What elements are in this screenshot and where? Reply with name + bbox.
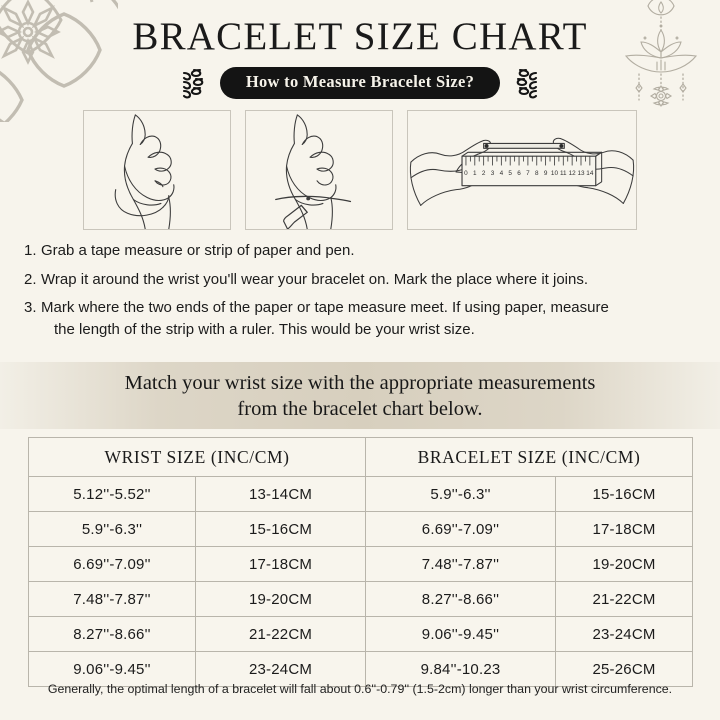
svg-text:8: 8 xyxy=(535,170,539,177)
step-item: 3. Mark where the two ends of the paper … xyxy=(24,297,700,340)
fist-hand-with-tape-illustration xyxy=(275,114,352,229)
bracelet-cm-cell: 17-18CM xyxy=(555,511,694,547)
table-row: 6.69''-7.09'' 17-18CM 7.48''-7.87'' 19-2… xyxy=(28,546,694,582)
bracelet-size-header: BRACELET SIZE (INC/CM) xyxy=(365,437,694,477)
table-row: 5.12''-5.52'' 13-14CM 5.9''-6.3'' 15-16C… xyxy=(28,476,694,512)
svg-text:5: 5 xyxy=(508,170,512,177)
svg-text:12: 12 xyxy=(569,170,577,177)
svg-text:14: 14 xyxy=(586,170,594,177)
table-row: 9.06''-9.45'' 23-24CM 9.84''-10.23 25-26… xyxy=(28,651,694,687)
wrist-cm-cell: 21-22CM xyxy=(194,616,367,652)
banner-line-1: Match your wrist size with the appropria… xyxy=(124,371,596,394)
size-table: WRIST SIZE (INC/CM) BRACELET SIZE (INC/C… xyxy=(27,437,694,687)
subtitle-row: How to Measure Bracelet Size? xyxy=(0,66,720,100)
svg-text:0: 0 xyxy=(464,170,468,177)
bracelet-inch-cell: 7.48''-7.87'' xyxy=(365,546,557,582)
bracelet-inch-cell: 6.69''-7.09'' xyxy=(365,511,557,547)
bracelet-cm-cell: 23-24CM xyxy=(555,616,694,652)
bracelet-inch-cell: 5.9''-6.3'' xyxy=(365,476,557,512)
step-item: 1. Grab a tape measure or strip of paper… xyxy=(24,240,700,262)
step-text-line2: the length of the strip with a ruler. Th… xyxy=(54,320,475,338)
subtitle-pill: How to Measure Bracelet Size? xyxy=(219,67,501,99)
wrist-inch-cell: 7.48''-7.87'' xyxy=(28,581,196,617)
table-row: 7.48''-7.87'' 19-20CM 8.27''-8.66'' 21-2… xyxy=(28,581,694,617)
illustration-box-1 xyxy=(83,110,231,230)
step-number: 2. xyxy=(24,270,37,288)
footnote-text: Generally, the optimal length of a brace… xyxy=(47,682,673,696)
step-number: 3. xyxy=(24,299,37,316)
fist-hand-illustration xyxy=(114,114,175,229)
bracelet-cm-cell: 21-22CM xyxy=(555,581,694,617)
wrist-cm-cell: 19-20CM xyxy=(194,581,367,617)
step-text: Mark where the two ends of the paper or … xyxy=(41,299,609,316)
wrist-cm-cell: 23-24CM xyxy=(194,651,367,687)
banner-line-2: from the bracelet chart below. xyxy=(237,397,483,420)
scroll-flourish-right-icon xyxy=(516,68,538,99)
svg-text:6: 6 xyxy=(517,170,521,177)
illustration-box-2 xyxy=(245,110,393,230)
wrist-inch-cell: 8.27''-8.66'' xyxy=(28,616,196,652)
bracelet-inch-cell: 9.06''-9.45'' xyxy=(365,616,557,652)
wrist-inch-cell: 5.12''-5.52'' xyxy=(28,476,196,512)
svg-text:13: 13 xyxy=(577,170,585,177)
table-row: 8.27''-8.66'' 21-22CM 9.06''-9.45'' 23-2… xyxy=(28,616,694,652)
svg-text:9: 9 xyxy=(544,170,548,177)
table-header-row: WRIST SIZE (INC/CM) BRACELET SIZE (INC/C… xyxy=(27,437,694,477)
step-text: Grab a tape measure or strip of paper an… xyxy=(41,242,355,259)
bracelet-inch-cell: 9.84''-10.23 xyxy=(365,651,557,687)
size-table-container: WRIST SIZE (INC/CM) BRACELET SIZE (INC/C… xyxy=(27,437,694,687)
step-text: Wrap it around the wrist you'll wear you… xyxy=(41,270,589,288)
match-size-banner: Match your wrist size with the appropria… xyxy=(0,362,720,429)
wrist-inch-cell: 6.69''-7.09'' xyxy=(28,546,196,582)
svg-text:3: 3 xyxy=(491,170,495,177)
table-row: 5.9''-6.3'' 15-16CM 6.69''-7.09'' 17-18C… xyxy=(28,511,694,547)
scroll-flourish-left-icon xyxy=(182,68,204,99)
step-item: 2. Wrap it around the wrist you'll wear … xyxy=(24,269,700,291)
measure-steps-list: 1. Grab a tape measure or strip of paper… xyxy=(24,240,700,347)
wrist-cm-cell: 13-14CM xyxy=(194,476,367,512)
svg-text:1: 1 xyxy=(473,170,477,177)
page-title: BRACELET SIZE CHART xyxy=(132,15,588,58)
bracelet-cm-cell: 25-26CM xyxy=(555,651,694,687)
wrist-cm-cell: 17-18CM xyxy=(194,546,367,582)
bracelet-inch-cell: 8.27''-8.66'' xyxy=(365,581,557,617)
wrist-inch-cell: 5.9''-6.3'' xyxy=(28,511,196,547)
wrist-cm-cell: 15-16CM xyxy=(194,511,367,547)
svg-text:7: 7 xyxy=(526,170,530,177)
svg-text:11: 11 xyxy=(560,170,567,177)
step-number: 1. xyxy=(24,242,37,259)
svg-text:2: 2 xyxy=(482,170,486,177)
svg-text:10: 10 xyxy=(551,170,559,177)
svg-text:4: 4 xyxy=(500,170,504,177)
bracelet-cm-cell: 19-20CM xyxy=(555,546,694,582)
wrist-inch-cell: 9.06''-9.45'' xyxy=(28,651,196,687)
banner-text: Match your wrist size with the appropria… xyxy=(111,370,610,422)
bracelet-cm-cell: 15-16CM xyxy=(555,476,694,512)
wrist-size-header: WRIST SIZE (INC/CM) xyxy=(27,437,367,477)
